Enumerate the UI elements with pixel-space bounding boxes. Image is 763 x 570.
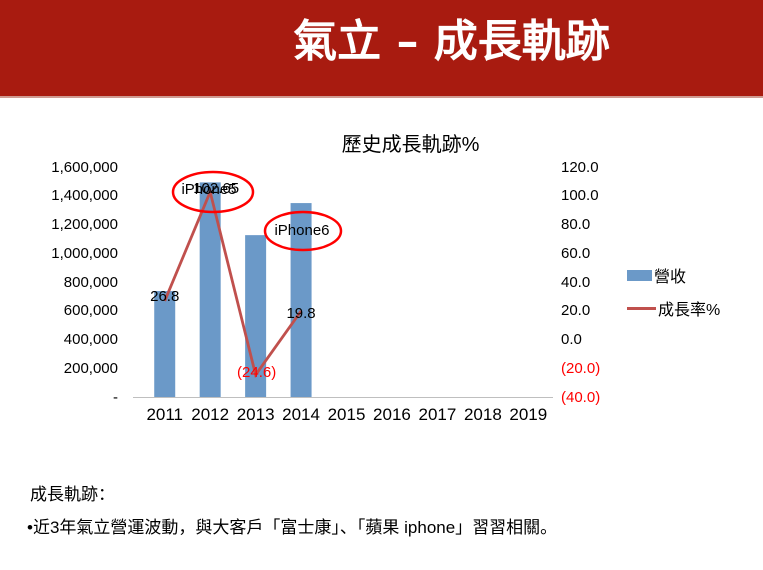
- x-axis-label-2019: 2019: [509, 405, 548, 424]
- x-axis-label-2011: 2011: [146, 405, 183, 424]
- y-axis-right-tick: (40.0): [561, 388, 601, 406]
- annotation-text-iphone5: iPhone5: [181, 181, 237, 198]
- y-axis-left-tick: 1,400,000: [51, 187, 118, 205]
- x-axis-label-2012: 2012: [191, 405, 230, 424]
- chart-title: 歷史成長軌跡%: [341, 134, 480, 156]
- y-axis-right-tick: 80.0: [561, 216, 591, 233]
- y-axis-left-tick: 1,000,000: [51, 244, 118, 262]
- y-axis-left-tick: 400,000: [63, 331, 118, 348]
- growth-rate-line: [163, 187, 303, 379]
- y-axis-left-tick: 800,000: [63, 273, 118, 291]
- annotation-ellipse-iphone5: [171, 170, 255, 214]
- footer-bullet: •近3年氣立營運波動，與大客戶「富士康」、「蘋果 iphone」習習相關。: [27, 518, 558, 537]
- x-axis-label-2018: 2018: [463, 405, 502, 424]
- y-axis-right-tick: (20.0): [561, 359, 601, 377]
- x-axis-label-2017: 2017: [418, 405, 457, 424]
- revenue-bar-2012: [199, 182, 221, 397]
- revenue-bar-2014: [290, 203, 312, 397]
- annotation-text-iphone6: iPhone6: [274, 222, 330, 239]
- y-axis-left-tick: 200,000: [63, 359, 118, 377]
- y-axis-left-tick: -: [113, 388, 118, 406]
- growth-data-label: 19.8: [286, 305, 316, 323]
- growth-data-label: 102.65: [193, 179, 240, 197]
- x-axis-label-2015: 2015: [327, 405, 366, 424]
- legend-item-growth: 成長率%: [627, 297, 720, 319]
- y-axis-right-tick: 60.0: [561, 244, 591, 262]
- x-axis-label-2016: 2016: [373, 405, 411, 424]
- legend-item-revenue: 營收: [627, 264, 720, 286]
- y-axis-left-tick: 1,600,000: [51, 158, 118, 176]
- growth-data-label: 26.8: [150, 287, 180, 305]
- x-axis-label-2014: 2014: [282, 405, 320, 424]
- y-axis-right-tick: 120.0: [561, 158, 599, 176]
- y-axis-left-tick: 600,000: [63, 302, 118, 320]
- x-axis-label-2013: 2013: [236, 405, 275, 424]
- revenue-bar-swatch-icon: [627, 269, 652, 281]
- legend-label-growth: 成長率%: [658, 302, 721, 319]
- footer-heading: 成長軌跡：: [30, 485, 115, 504]
- growth-data-label: (24.6): [237, 363, 277, 381]
- chart-legend: 營收 成長率%: [627, 264, 720, 330]
- y-axis-right-tick: 100.0: [561, 187, 599, 205]
- slide-header-band: [0, 0, 763, 98]
- revenue-bar-2011: [154, 291, 176, 397]
- y-axis-right-tick: 20.0: [561, 302, 591, 320]
- y-axis-left-tick: 1,200,000: [51, 216, 118, 233]
- legend-label-revenue: 營收: [654, 269, 687, 286]
- annotation-ellipse-iphone6: [263, 210, 343, 252]
- y-axis-right-tick: 40.0: [561, 273, 591, 291]
- y-axis-right-tick: 0.0: [561, 331, 582, 348]
- slide-title: 氣立 – 成長軌跡: [293, 16, 610, 67]
- growth-line-swatch-icon: [627, 306, 656, 310]
